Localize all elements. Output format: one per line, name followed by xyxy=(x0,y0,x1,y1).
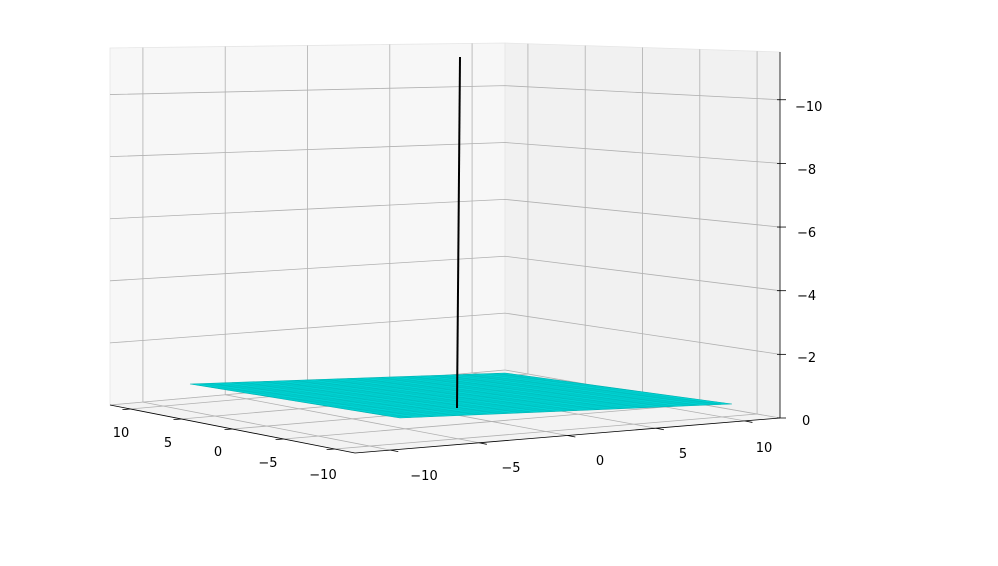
surface-mesh-line xyxy=(371,399,702,414)
z-tick-label: 0 xyxy=(802,414,810,429)
y-tick-label: 5 xyxy=(164,436,172,451)
y-tick-mark xyxy=(275,438,284,441)
x-tick-mark xyxy=(744,420,753,423)
y-gridline xyxy=(283,403,700,440)
y-gridline xyxy=(334,413,758,450)
surface-mesh-line xyxy=(385,401,717,416)
z-gridline xyxy=(109,255,781,292)
y-tick-mark xyxy=(173,418,182,421)
x-tick-label: −10 xyxy=(410,469,437,484)
surface-layer xyxy=(189,372,733,419)
z-tick-label: −6 xyxy=(797,226,816,241)
y-tick-mark xyxy=(122,408,131,411)
z-tick-label: −4 xyxy=(797,289,816,304)
y-tick-label: −5 xyxy=(258,456,277,471)
x-tick-mark xyxy=(478,442,487,445)
z-gridline xyxy=(109,85,781,101)
axis-ticks xyxy=(122,99,786,453)
y-tick-label: −10 xyxy=(309,468,336,483)
surface-mesh-line xyxy=(483,373,710,406)
z-gridline xyxy=(109,142,781,164)
z-tick-label: −2 xyxy=(797,351,816,366)
surface-mesh-line xyxy=(452,374,677,407)
y-tick-mark xyxy=(224,428,233,431)
x-tick-mark xyxy=(390,449,399,453)
y-tick-label: 0 xyxy=(214,445,222,460)
x-tick-mark xyxy=(567,435,576,438)
z-tick-label: −10 xyxy=(795,100,822,115)
x-tick-label: −5 xyxy=(501,461,520,476)
z-gridline xyxy=(109,198,781,228)
x-tick-mark xyxy=(655,427,664,431)
surface-mesh-line xyxy=(462,374,688,407)
surface-mesh-line xyxy=(392,402,725,418)
z-gridline xyxy=(109,312,781,355)
surface-mesh-line xyxy=(473,373,699,406)
z-tick-label: −8 xyxy=(797,163,816,178)
x-tick-label: 10 xyxy=(756,441,773,456)
y-tick-mark xyxy=(326,448,335,451)
surface-mesh-line xyxy=(378,400,710,415)
vertical-line xyxy=(456,56,461,409)
surface-mesh-line xyxy=(494,373,721,405)
x-tick-label: 0 xyxy=(596,454,604,469)
y-tick-label: 10 xyxy=(113,426,130,441)
x-tick-label: 5 xyxy=(679,447,687,462)
